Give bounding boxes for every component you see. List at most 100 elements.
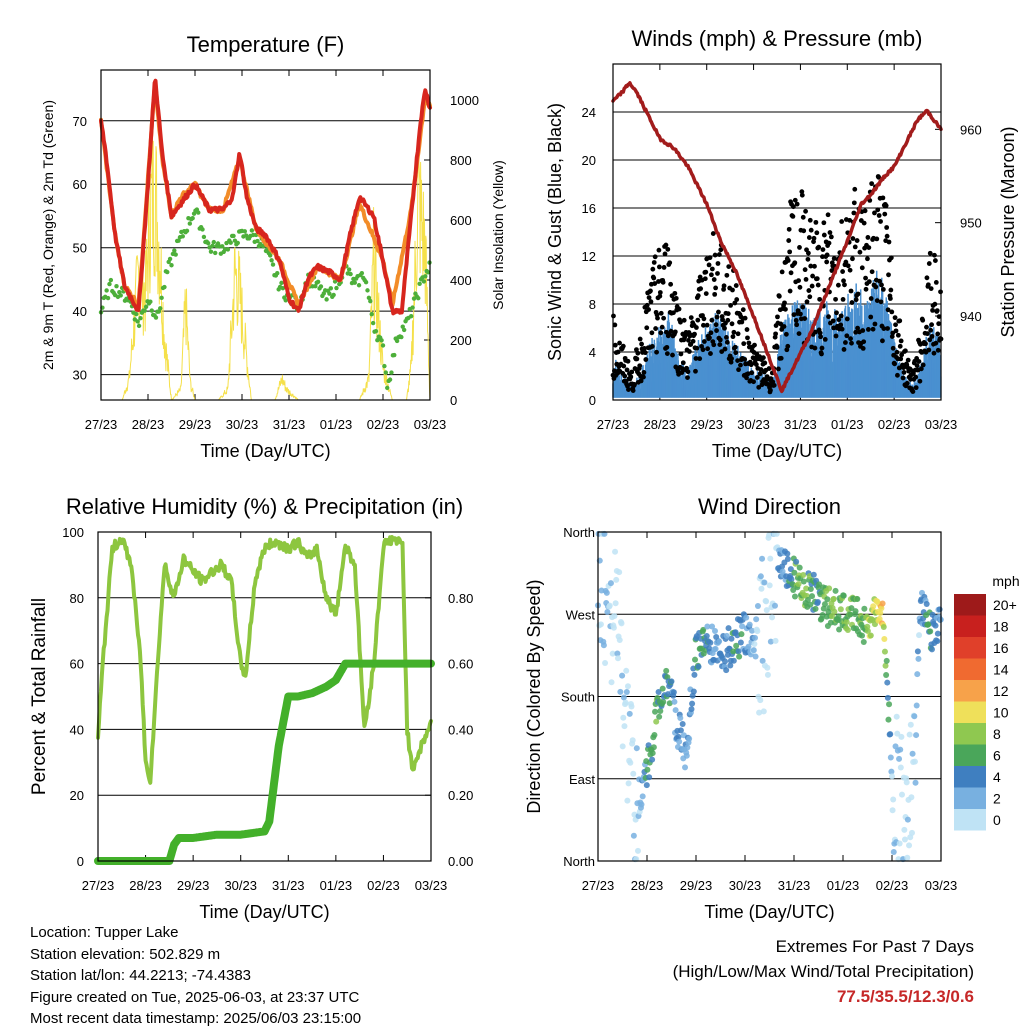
y-tick-label-right: 950	[960, 216, 982, 231]
y-tick-label-left: 12	[582, 249, 596, 264]
direction-point	[812, 605, 819, 612]
direction-point	[881, 636, 888, 643]
gust-point	[651, 275, 657, 281]
direction-point	[633, 745, 640, 752]
gust-point	[798, 311, 803, 317]
direction-point	[597, 621, 604, 628]
series-station-pressure	[611, 81, 943, 394]
gust-point	[844, 316, 850, 322]
gust-point	[725, 317, 731, 323]
chart-panel-2: Relative Humidity (%) & Precipitation (i…	[29, 494, 473, 922]
y-tick-label-left: 80	[70, 591, 84, 606]
direction-point	[753, 616, 760, 623]
gust-point	[642, 350, 648, 356]
gust-point	[744, 327, 750, 332]
gust-point	[704, 322, 710, 328]
gust-point	[632, 382, 637, 387]
td-point	[421, 279, 427, 284]
direction-point	[629, 737, 636, 744]
gust-point	[928, 286, 934, 292]
gust-point	[786, 238, 792, 243]
direction-point	[906, 731, 913, 738]
direction-point	[620, 714, 627, 721]
gust-point	[808, 227, 814, 233]
gust-point	[749, 370, 755, 376]
direction-point	[870, 603, 877, 610]
gust-point	[841, 278, 846, 284]
gust-point	[740, 307, 746, 313]
direction-point	[829, 613, 836, 620]
direction-point	[896, 840, 903, 847]
legend-label: 14	[993, 661, 1009, 677]
direction-point	[759, 657, 766, 664]
x-tick-label: 27/23	[597, 417, 630, 432]
direction-point	[827, 619, 834, 626]
gust-point	[892, 361, 898, 367]
gust-point	[853, 297, 859, 303]
direction-point	[763, 607, 770, 614]
y-tick-label-left: 16	[582, 201, 596, 216]
gust-point	[694, 325, 699, 330]
gust-point	[848, 288, 854, 294]
gust-point	[782, 300, 787, 306]
gust-point	[866, 245, 872, 251]
td-point	[392, 352, 397, 358]
gust-point	[661, 315, 667, 321]
direction-point	[788, 576, 795, 583]
gust-point	[643, 357, 649, 362]
gust-point	[817, 296, 823, 302]
gust-point	[723, 335, 729, 340]
gust-point	[728, 359, 734, 365]
direction-point	[653, 718, 660, 725]
x-tick-label: 31/23	[272, 878, 305, 893]
gust-point	[792, 260, 798, 266]
direction-point	[889, 807, 896, 814]
x-axis-label: Time (Day/UTC)	[199, 902, 329, 922]
gust-point	[800, 214, 806, 220]
y-tick-label-left: 60	[70, 657, 84, 672]
y-tick-label-left: 30	[73, 368, 87, 383]
gust-point	[807, 217, 813, 223]
x-axis-label: Time (Day/UTC)	[704, 902, 834, 922]
legend-label: 18	[993, 618, 1009, 634]
direction-point	[903, 779, 910, 786]
gust-point	[932, 258, 938, 263]
gust-point	[644, 302, 650, 308]
direction-point	[844, 627, 851, 634]
direction-point	[690, 688, 697, 695]
y-tick-label-left: East	[569, 772, 595, 787]
gust-point	[724, 339, 730, 345]
direction-point	[766, 582, 773, 589]
gust-point	[712, 291, 718, 297]
recent-timestamp: Most recent data timestamp: 2025/06/03 2…	[30, 1010, 362, 1027]
legend-swatch	[954, 787, 986, 809]
gust-point	[932, 252, 937, 258]
x-tick-label: 30/23	[226, 417, 259, 432]
direction-point	[670, 689, 677, 696]
x-tick-label: 01/23	[831, 417, 864, 432]
legend-swatch	[954, 594, 986, 616]
direction-point	[761, 579, 768, 586]
td-point	[346, 267, 352, 272]
direction-point	[898, 791, 905, 798]
gust-point	[711, 277, 717, 282]
gust-point	[860, 345, 866, 351]
y-tick-label-left: 24	[582, 105, 596, 120]
direction-point	[630, 832, 637, 839]
direction-point	[677, 727, 684, 734]
gust-point	[664, 344, 670, 350]
chart-panel-3: Wind Direction Time (Day/UTC) 27/23 28/23 29…	[524, 494, 1020, 922]
gust-point	[935, 347, 941, 353]
x-tick-label: 02/23	[876, 878, 909, 893]
direction-point	[793, 558, 800, 565]
gust-point	[913, 385, 919, 391]
direction-point	[627, 759, 634, 766]
td-point	[235, 240, 240, 246]
gust-point	[814, 230, 820, 236]
gust-point	[810, 273, 816, 279]
gust-point	[624, 367, 630, 373]
direction-point	[757, 697, 764, 704]
td-point	[167, 256, 173, 262]
gust-point	[848, 336, 853, 342]
gust-point	[855, 291, 861, 297]
